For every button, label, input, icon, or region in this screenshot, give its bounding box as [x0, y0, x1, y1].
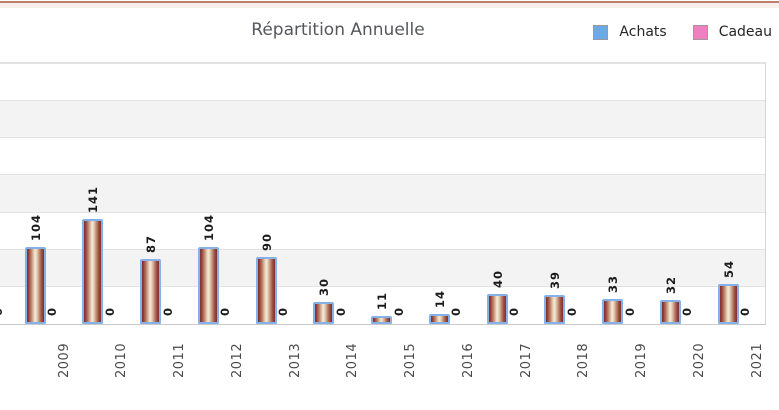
- x-axis-label-2020: 2020: [691, 342, 707, 378]
- chart-title: Répartition Annuelle: [251, 20, 425, 40]
- x-axis-label-2015: 2015: [403, 342, 418, 378]
- clipped-left-zero-label: 0: [0, 307, 5, 316]
- grid-band: [0, 64, 765, 102]
- bar-value-label-2010: 141: [86, 186, 101, 214]
- bar-achats-2016[interactable]: [428, 313, 450, 324]
- grid-band: [0, 249, 765, 287]
- bar-value-label-2014: 30: [317, 277, 332, 296]
- gridline: [0, 248, 765, 250]
- bar-achats-2015[interactable]: [371, 315, 392, 324]
- bar-value-label-2017: 40: [490, 270, 505, 289]
- bar-value-label-2018: 39: [548, 271, 563, 290]
- bar-achats-2011[interactable]: [140, 259, 161, 324]
- grid-band: [0, 101, 765, 139]
- bar-value-label-2016: 14: [432, 289, 447, 308]
- bar-value-label-2019: 33: [606, 275, 620, 294]
- bar-achats-2012[interactable]: [197, 246, 219, 324]
- legend-item-cadeau[interactable]: Cadeau: [692, 24, 772, 40]
- x-axis-label-2016: 2016: [460, 342, 476, 378]
- legend: Achats Cadeau: [593, 24, 772, 40]
- gridline: [0, 137, 765, 139]
- bar-value-label-2012: 104: [201, 213, 216, 241]
- cadeau-zero-label-2011: 0: [160, 306, 175, 316]
- x-axis-label-2011: 2011: [172, 342, 187, 378]
- bar-achats-2018[interactable]: [544, 295, 566, 324]
- grid-band: [0, 138, 765, 176]
- cadeau-zero-label-2010: 0: [102, 306, 117, 316]
- bar-achats-2013[interactable]: [255, 257, 277, 324]
- cadeau-zero-label-2009: 0: [45, 306, 59, 316]
- bar-achats-2010[interactable]: [82, 219, 104, 324]
- x-axis-label-2014: 2014: [345, 342, 361, 378]
- legend-swatch-achats: [593, 24, 609, 40]
- bar-value-label-2013: 90: [259, 233, 274, 252]
- cadeau-zero-label-2014: 0: [333, 306, 348, 316]
- bar-achats-2014[interactable]: [313, 301, 335, 324]
- grid-band: [0, 212, 765, 250]
- cadeau-zero-label-2016: 0: [449, 306, 464, 316]
- cadeau-zero-label-2017: 0: [507, 306, 521, 316]
- x-axis-label-2009: 2009: [56, 342, 72, 378]
- cadeau-zero-label-2013: 0: [276, 306, 290, 316]
- x-axis-label-2021: 2021: [749, 342, 765, 378]
- cadeau-zero-label-2015: 0: [391, 306, 406, 316]
- bar-value-label-2021: 54: [721, 259, 736, 278]
- bar-achats-2009[interactable]: [24, 246, 46, 324]
- x-axis-label-2010: 2010: [114, 342, 130, 378]
- top-accent-line: [0, 1, 779, 3]
- legend-label: Achats: [619, 24, 667, 40]
- cadeau-zero-label-2012: 0: [218, 306, 233, 316]
- bar-value-label-2015: 11: [375, 291, 389, 310]
- gridline: [0, 174, 765, 176]
- cadeau-zero-label-2021: 0: [738, 306, 752, 316]
- bar-value-label-2009: 104: [28, 213, 43, 241]
- x-axis-label-2013: 2013: [287, 342, 303, 378]
- gridline: [0, 100, 765, 102]
- cadeau-zero-label-2020: 0: [680, 306, 695, 316]
- legend-item-achats[interactable]: Achats: [593, 24, 667, 40]
- cadeau-zero-label-2019: 0: [622, 306, 637, 316]
- bar-achats-2019[interactable]: [602, 299, 623, 324]
- x-axis-label-2019: 2019: [634, 342, 649, 378]
- plot-area: [0, 62, 766, 325]
- bar-value-label-2020: 32: [663, 276, 678, 295]
- gridline: [0, 211, 765, 213]
- cadeau-zero-label-2018: 0: [564, 306, 579, 316]
- x-axis-label-2012: 2012: [229, 342, 245, 378]
- bar-value-label-2011: 87: [144, 235, 158, 254]
- gridline: [0, 285, 765, 287]
- grid-band: [0, 175, 765, 213]
- bar-achats-2021[interactable]: [717, 283, 739, 324]
- legend-swatch-cadeau: [692, 24, 708, 40]
- x-axis-label-2018: 2018: [576, 342, 592, 378]
- bar-achats-2017[interactable]: [486, 294, 508, 324]
- top-accent-band: [0, 3, 779, 8]
- x-axis-label-2017: 2017: [518, 342, 534, 378]
- legend-label: Cadeau: [718, 24, 772, 40]
- bar-achats-2020[interactable]: [659, 300, 681, 324]
